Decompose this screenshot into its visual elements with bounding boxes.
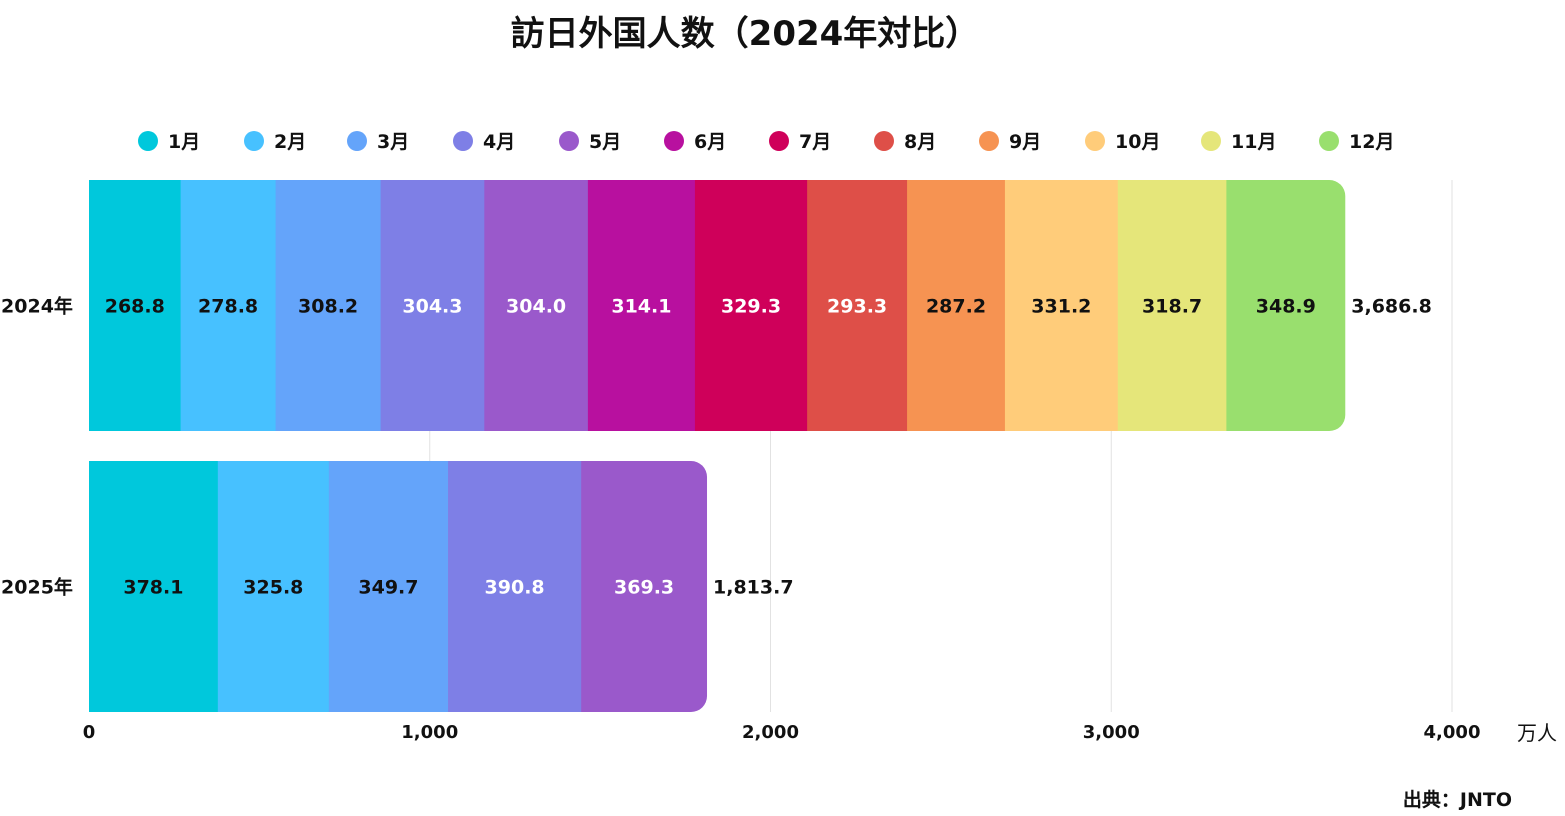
- legend-label: 9月: [1009, 131, 1041, 153]
- data-label: 308.2: [298, 296, 358, 318]
- legend-label: 11月: [1231, 131, 1276, 153]
- data-label: 318.7: [1142, 296, 1202, 318]
- legend-marker: [664, 131, 684, 151]
- bar-segment: [581, 461, 708, 712]
- data-label: 304.3: [402, 296, 462, 318]
- total-label: 1,813.7: [713, 577, 794, 599]
- bar-segment: [694, 180, 808, 431]
- category-label: 2025年: [1, 576, 73, 599]
- legend-marker: [1319, 131, 1339, 151]
- x-axis-unit: 万人: [1517, 721, 1557, 745]
- bars: 2024年 268.8 278.8 308.2 304.3 304.0 314.1 329.3…: [1, 180, 1432, 712]
- x-tick-label: 2,000: [742, 722, 799, 743]
- legend-label: 4月: [483, 131, 515, 153]
- bar-segment: [380, 180, 485, 431]
- bar-segment: [217, 461, 330, 712]
- data-label: 304.0: [506, 296, 566, 318]
- legend-marker: [769, 131, 789, 151]
- bar-segment: [180, 180, 277, 431]
- data-label: 348.9: [1256, 296, 1316, 318]
- x-tick-label: 0: [83, 722, 96, 743]
- data-label: 278.8: [198, 296, 258, 318]
- legend-marker: [347, 131, 367, 151]
- legend-label: 7月: [799, 131, 831, 153]
- data-label: 331.2: [1031, 296, 1091, 318]
- x-tick-label: 3,000: [1083, 722, 1140, 743]
- legend-marker: [979, 131, 999, 151]
- data-label: 325.8: [243, 577, 303, 599]
- data-label: 369.3: [614, 577, 674, 599]
- x-tick-label: 4,000: [1424, 722, 1481, 743]
- source-note: 出典：JNTO: [1403, 788, 1512, 811]
- bar-segment: [89, 180, 182, 431]
- data-label: 293.3: [827, 296, 887, 318]
- bar-segment: [1226, 180, 1346, 431]
- legend-marker: [1201, 131, 1221, 151]
- legend-label: 10月: [1115, 131, 1160, 153]
- bar-segment: [1117, 180, 1227, 431]
- x-tick-label: 1,000: [401, 722, 458, 743]
- legend-label: 1月: [168, 131, 200, 153]
- data-label: 329.3: [721, 296, 781, 318]
- data-label: 390.8: [485, 577, 545, 599]
- legend-label: 6月: [694, 131, 726, 153]
- bar-segment: [1004, 180, 1119, 431]
- category-label: 2024年: [1, 295, 73, 318]
- legend-marker: [559, 131, 579, 151]
- legend-marker: [244, 131, 264, 151]
- legend-marker: [874, 131, 894, 151]
- bar-segment: [275, 180, 382, 431]
- legend-label: 12月: [1349, 131, 1394, 153]
- data-label: 349.7: [358, 577, 418, 599]
- legend-marker: [1085, 131, 1105, 151]
- data-label: 287.2: [926, 296, 986, 318]
- bar-segment: [89, 461, 219, 712]
- bar-segment: [907, 180, 1006, 431]
- legend-label: 2月: [274, 131, 306, 153]
- legend-marker: [453, 131, 473, 151]
- legend-label: 8月: [904, 131, 936, 153]
- chart-title: 訪日外国人数（2024年対比）: [511, 14, 980, 54]
- legend-label: 5月: [589, 131, 621, 153]
- bar-segment: [587, 180, 696, 431]
- x-axis: 0 1,000 2,000 3,000 4,000: [83, 722, 1481, 743]
- total-label: 3,686.8: [1351, 296, 1432, 318]
- data-label: 314.1: [611, 296, 671, 318]
- legend-marker: [138, 131, 158, 151]
- bar-segment: [484, 180, 589, 431]
- data-label: 268.8: [105, 296, 165, 318]
- data-label: 378.1: [123, 577, 183, 599]
- legend: 1月 2月 3月 4月 5月 6月 7月 8月 9月 10月 11月 12月: [138, 131, 1394, 153]
- legend-label: 3月: [377, 131, 409, 153]
- bar-segment: [807, 180, 908, 431]
- bar-segment: [448, 461, 582, 712]
- bar-segment: [328, 461, 449, 712]
